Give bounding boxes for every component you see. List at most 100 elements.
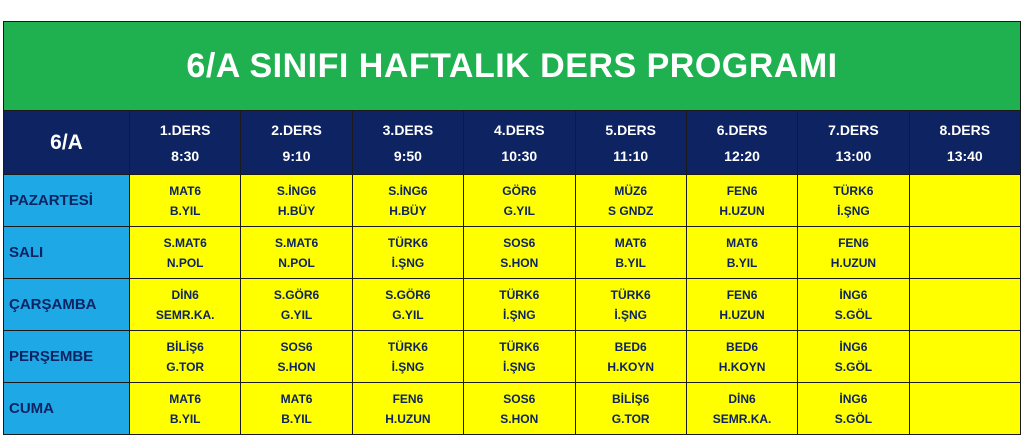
lesson-cell: S.İNG6 H.BÜY [351, 174, 465, 227]
lesson-cell: BED6 H.KOYN [685, 330, 799, 383]
lesson-teacher: S.GÖL [834, 411, 873, 426]
period-time: 12:20 [724, 147, 760, 164]
day-label: PAZARTESİ [3, 174, 130, 227]
lesson-teacher: G.YIL [392, 307, 424, 322]
lesson-teacher: B.YIL [169, 411, 201, 426]
lesson-cell: İNG6 S.GÖL [797, 382, 910, 435]
lesson-course: BED6 [726, 339, 759, 354]
lesson-teacher: B.YIL [615, 255, 647, 270]
schedule-title: 6/A SINIFI HAFTALIK DERS PROGRAMI [3, 21, 1021, 111]
lesson-course: SOS6 [280, 339, 313, 354]
period-time: 11:10 [613, 147, 649, 164]
lesson-teacher: B.YIL [169, 203, 201, 218]
lesson-course: S.GÖR6 [273, 287, 320, 302]
day-label: SALI [3, 226, 130, 279]
period-time: 9:50 [393, 147, 422, 164]
lesson-course: S.İNG6 [276, 183, 317, 198]
period-name: 2.DERS [271, 121, 322, 138]
lesson-cell: FEN6 H.UZUN [351, 382, 465, 435]
lesson-course: MAT6 [280, 391, 313, 406]
lesson-cell: İNG6 S.GÖL [797, 330, 910, 383]
lesson-course: GÖR6 [502, 183, 537, 198]
period-time: 9:10 [282, 147, 311, 164]
period-header-row: 6/A 1.DERS 8:30 2.DERS 9:10 3.DERS 9:50 4.DERS… [3, 110, 1022, 175]
lesson-course: MAT6 [169, 391, 202, 406]
lesson-course: BİLİŞ6 [612, 391, 650, 406]
lesson-course: FEN6 [838, 235, 869, 250]
lesson-cell: S.MAT6 N.POL [240, 226, 353, 279]
lesson-cell: FEN6 H.UZUN [685, 278, 799, 331]
lesson-teacher: G.TOR [611, 411, 650, 426]
lesson-cell: BİLİŞ6 G.TOR [128, 330, 242, 383]
lesson-course: DİN6 [728, 391, 756, 406]
lesson-cell: DİN6 SEMR.KA. [685, 382, 799, 435]
lesson-cell: MAT6 B.YIL [128, 382, 242, 435]
lesson-course: S.İNG6 [388, 183, 428, 198]
period-header-6: 6.DERS 12:20 [685, 110, 799, 175]
lesson-teacher: İ.ŞNG [391, 255, 425, 270]
lesson-course: İNG6 [839, 339, 868, 354]
lesson-course: S.GÖR6 [385, 287, 431, 302]
lesson-cell [908, 330, 1022, 383]
lesson-teacher: B.YIL [726, 255, 758, 270]
lesson-cell: FEN6 H.UZUN [685, 174, 799, 227]
lesson-teacher: G.YIL [280, 307, 313, 322]
lesson-cell: SOS6 S.HON [463, 382, 576, 435]
lesson-cell: MAT6 B.YIL [685, 226, 799, 279]
day-label: CUMA [3, 382, 130, 435]
lesson-course: TÜRK6 [499, 339, 540, 354]
lesson-cell: BİLİŞ6 G.TOR [574, 382, 687, 435]
period-name: 7.DERS [828, 121, 879, 138]
lesson-cell [908, 278, 1022, 331]
lesson-teacher: H.UZUN [719, 307, 765, 322]
period-header-8: 8.DERS 13:40 [908, 110, 1022, 175]
lesson-cell: S.MAT6 N.POL [128, 226, 242, 279]
lesson-teacher: İ.ŞNG [502, 307, 536, 322]
lesson-course: TÜRK6 [387, 235, 428, 250]
lesson-teacher: İ.ŞNG [391, 359, 425, 374]
lesson-cell: SOS6 S.HON [463, 226, 576, 279]
lesson-course: DİN6 [171, 287, 199, 302]
lesson-cell: GÖR6 G.YIL [463, 174, 576, 227]
lesson-cell: TÜRK6 İ.ŞNG [351, 226, 465, 279]
lesson-teacher: H.BÜY [277, 203, 316, 218]
lesson-course: BED6 [614, 339, 647, 354]
day-label: ÇARŞAMBA [3, 278, 130, 331]
class-label: 6/A [3, 110, 130, 175]
period-header-5: 5.DERS 11:10 [574, 110, 687, 175]
lesson-cell [908, 382, 1022, 435]
lesson-cell [908, 174, 1022, 227]
period-time: 13:00 [835, 147, 872, 164]
day-row: PAZARTESİ MAT6 B.YIL S.İNG6 H.BÜY S.İNG6 H.BÜY… [3, 174, 1022, 227]
period-time: 10:30 [501, 147, 538, 164]
lesson-teacher: G.YIL [503, 203, 535, 218]
lesson-cell: DİN6 SEMR.KA. [128, 278, 242, 331]
lesson-cell: TÜRK6 İ.ŞNG [463, 278, 576, 331]
lesson-course: S.MAT6 [163, 235, 207, 250]
period-time: 8:30 [171, 147, 200, 164]
lesson-cell: MAT6 B.YIL [574, 226, 687, 279]
lesson-cell: S.GÖR6 G.YIL [351, 278, 465, 331]
lesson-course: SOS6 [503, 235, 536, 250]
period-header-3: 3.DERS 9:50 [351, 110, 465, 175]
period-header-2: 2.DERS 9:10 [240, 110, 353, 175]
period-name: 3.DERS [382, 121, 434, 138]
period-time: 13:40 [946, 147, 983, 164]
lesson-teacher: B.YIL [281, 411, 312, 426]
lesson-teacher: İ.ŞNG [502, 359, 536, 374]
lesson-course: S.MAT6 [275, 235, 319, 250]
period-name: 5.DERS [605, 121, 656, 138]
lesson-teacher: S.GÖL [834, 359, 873, 374]
lesson-course: SOS6 [503, 391, 536, 406]
lesson-course: TÜRK6 [387, 339, 428, 354]
lesson-cell: S.İNG6 H.BÜY [240, 174, 353, 227]
period-name: 1.DERS [159, 121, 211, 138]
lesson-course: FEN6 [392, 391, 424, 406]
lesson-cell: S.GÖR6 G.YIL [240, 278, 353, 331]
lesson-cell: TÜRK6 İ.ŞNG [351, 330, 465, 383]
lesson-course: TÜRK6 [833, 183, 874, 198]
lesson-teacher: İ.ŞNG [837, 203, 870, 218]
period-name: 8.DERS [939, 121, 991, 138]
lesson-cell: SOS6 S.HON [240, 330, 353, 383]
lesson-teacher: S.HON [500, 411, 539, 426]
